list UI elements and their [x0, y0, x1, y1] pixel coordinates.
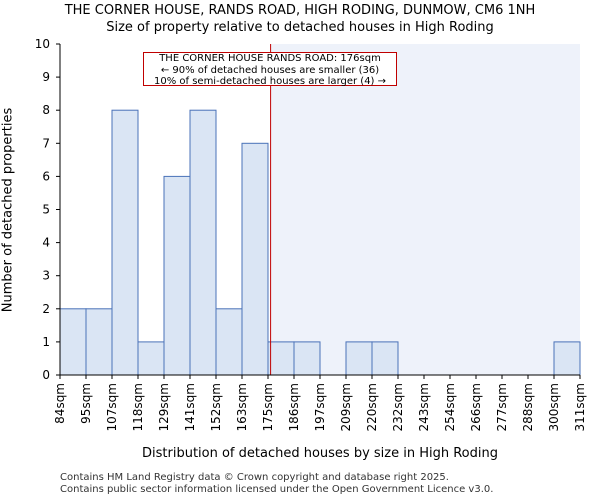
x-tick-label: 288sqm [521, 383, 535, 431]
bar [59, 308, 87, 376]
y-tick-label: 2 [42, 302, 50, 316]
x-tick-label: 209sqm [339, 383, 353, 431]
x-tick-label: 95sqm [79, 383, 93, 424]
x-tick-label: 141sqm [183, 383, 197, 431]
bar [163, 175, 191, 376]
x-tick-label: 175sqm [261, 383, 275, 431]
bar [215, 308, 243, 376]
y-tick-label: 5 [42, 203, 50, 217]
larger-region-shade [270, 44, 580, 375]
footer-line-1: Contains HM Land Registry data © Crown c… [60, 472, 449, 483]
bar [85, 308, 113, 376]
y-tick-label: 3 [42, 269, 50, 283]
y-tick-label: 7 [42, 136, 50, 150]
x-axis-label: Distribution of detached houses by size … [142, 446, 498, 461]
y-tick-label: 6 [42, 169, 50, 183]
annotation-line-3: 10% of semi-detached houses are larger (… [153, 76, 387, 87]
x-tick-label: 186sqm [287, 383, 301, 431]
bar [267, 341, 295, 376]
y-tick-label: 4 [42, 236, 50, 250]
bar [293, 341, 321, 376]
y-tick-label: 9 [42, 70, 50, 84]
annotation-line-2: ← 90% of detached houses are smaller (36… [160, 64, 380, 76]
bar [241, 142, 269, 376]
bar [553, 341, 581, 376]
x-tick-label: 118sqm [131, 383, 145, 431]
y-tick-label: 1 [42, 335, 50, 349]
x-tick-label: 129sqm [157, 383, 171, 431]
y-tick-label: 8 [42, 103, 50, 117]
x-tick-label: 107sqm [105, 383, 119, 431]
x-tick-label: 243sqm [417, 383, 431, 431]
x-tick-label: 277sqm [495, 383, 509, 431]
bar [111, 109, 139, 376]
x-tick-label: 163sqm [235, 383, 249, 431]
x-tick-label: 232sqm [391, 383, 405, 431]
x-tick-label: 254sqm [443, 383, 457, 431]
x-tick-label: 197sqm [313, 383, 327, 431]
x-tick-label: 300sqm [547, 383, 561, 431]
x-tick-label: 84sqm [53, 383, 67, 424]
bar [137, 341, 165, 376]
bar [371, 341, 399, 376]
y-axis-label: Number of detached properties [0, 107, 16, 313]
bar [345, 341, 373, 376]
y-tick-label: 0 [42, 368, 50, 382]
bar [189, 109, 217, 376]
chart-title: THE CORNER HOUSE, RANDS ROAD, HIGH RODIN… [64, 3, 536, 18]
x-tick-label: 220sqm [365, 383, 379, 431]
x-tick-label: 266sqm [469, 383, 483, 431]
property-annotation: THE CORNER HOUSE RANDS ROAD: 176sqm ← 90… [143, 52, 397, 87]
footer-line-2: Contains public sector information licen… [60, 484, 494, 495]
y-tick-label: 10 [35, 37, 50, 51]
chart-subtitle: Size of property relative to detached ho… [106, 20, 494, 35]
x-tick-label: 152sqm [209, 383, 223, 431]
annotation-line-1: THE CORNER HOUSE RANDS ROAD: 176sqm [159, 53, 381, 64]
x-tick-label: 311sqm [573, 383, 587, 431]
